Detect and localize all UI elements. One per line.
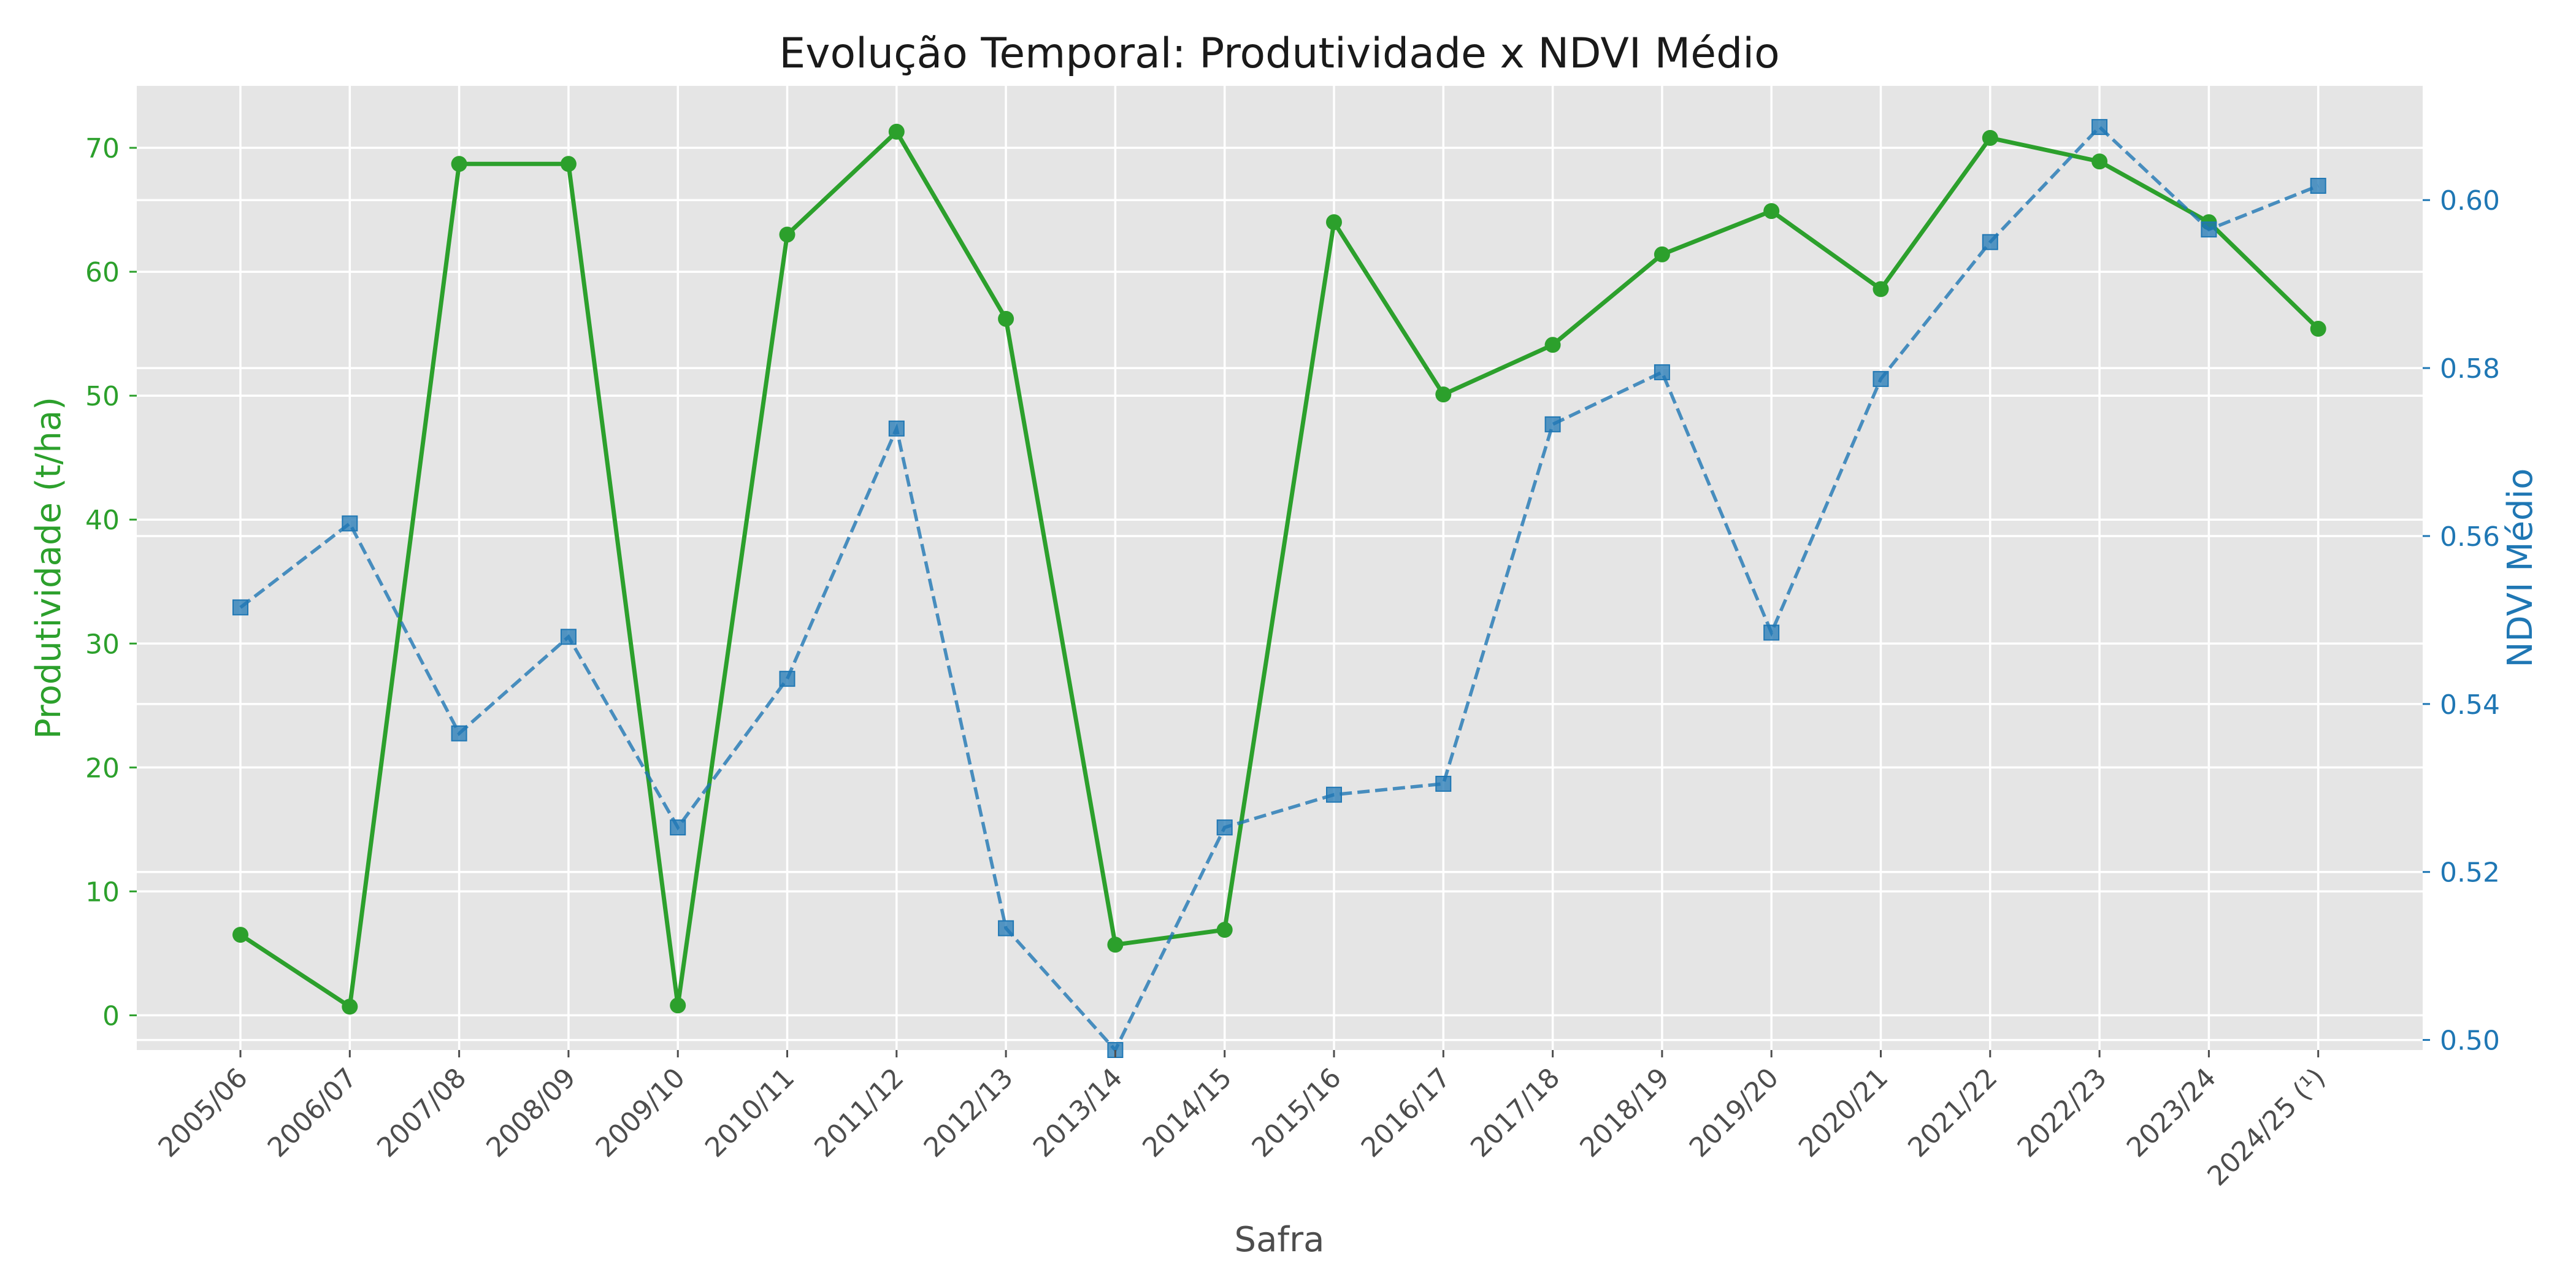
y-tick-label-right: 0.56	[2440, 521, 2500, 553]
y-tick-label-left: 70	[85, 133, 120, 164]
series-layer	[232, 119, 2326, 1058]
ndvi-series-line	[239, 125, 2319, 1053]
productivity-data-point	[1435, 386, 1452, 403]
productivity-series-line	[239, 129, 2320, 1009]
y-tick-label-right: 0.60	[2440, 185, 2500, 217]
y-tick-label-left: 20	[85, 753, 120, 784]
productivity-data-point	[1216, 922, 1233, 938]
productivity-data-point	[451, 156, 467, 172]
y-tick-label-left: 40	[85, 505, 120, 536]
y-tick-label-right: 0.52	[2440, 857, 2500, 889]
productivity-data-point	[342, 999, 358, 1015]
ndvi-data-point	[1982, 234, 1998, 250]
ndvi-data-point	[2201, 221, 2217, 238]
ndvi-data-point	[1654, 364, 1670, 380]
y-axis-right-title: NDVI Médio	[2501, 469, 2540, 668]
ndvi-data-point	[342, 515, 358, 532]
y-tick-label-right: 0.50	[2440, 1025, 2500, 1057]
ndvi-data-point	[2310, 177, 2326, 194]
productivity-data-point	[1654, 246, 1670, 263]
y-tick-label-left: 50	[85, 381, 120, 412]
ndvi-data-point	[1326, 786, 1342, 803]
productivity-data-point	[1326, 214, 1342, 231]
ndvi-data-point	[1873, 370, 1889, 387]
productivity-data-point	[779, 226, 795, 243]
y-tick-label-left: 60	[85, 257, 120, 288]
ndvi-data-point	[1763, 624, 1780, 641]
ndvi-data-point	[232, 599, 248, 616]
ndvi-data-point	[451, 725, 467, 742]
ndvi-data-point	[1544, 416, 1561, 432]
productivity-data-point	[1873, 281, 1889, 297]
chart-title: Evolução Temporal: Produtividade x NDVI …	[779, 29, 1779, 78]
ndvi-data-point	[779, 670, 795, 687]
y-tick-label-left: 10	[85, 876, 120, 908]
ndvi-data-point	[998, 920, 1014, 937]
y-tick-label-left: 30	[85, 629, 120, 660]
productivity-data-point	[2310, 321, 2326, 337]
productivity-data-point	[1763, 203, 1780, 220]
x-axis-title: Safra	[1235, 1220, 1325, 1260]
y-tick-label-right: 0.58	[2440, 353, 2500, 385]
y-axis-left-title: Produtividade (t/ha)	[29, 397, 69, 739]
ndvi-data-point	[888, 420, 905, 437]
productivity-data-point	[1107, 937, 1124, 953]
productivity-data-point	[1544, 337, 1561, 353]
productivity-data-point	[998, 310, 1014, 327]
y-tick-label-left: 0	[102, 1000, 120, 1032]
productivity-data-point	[232, 927, 248, 943]
ndvi-data-point	[2091, 119, 2108, 136]
ndvi-data-point	[1435, 775, 1452, 792]
productivity-data-point	[2091, 153, 2108, 170]
productivity-data-point	[1982, 129, 1998, 146]
ndvi-data-point	[1216, 819, 1233, 836]
productivity-data-point	[888, 123, 905, 140]
y-tick-label-right: 0.54	[2440, 689, 2500, 721]
ndvi-data-point	[670, 819, 686, 836]
productivity-data-point	[560, 156, 577, 172]
ndvi-data-point	[560, 629, 577, 645]
productivity-data-point	[670, 997, 686, 1014]
